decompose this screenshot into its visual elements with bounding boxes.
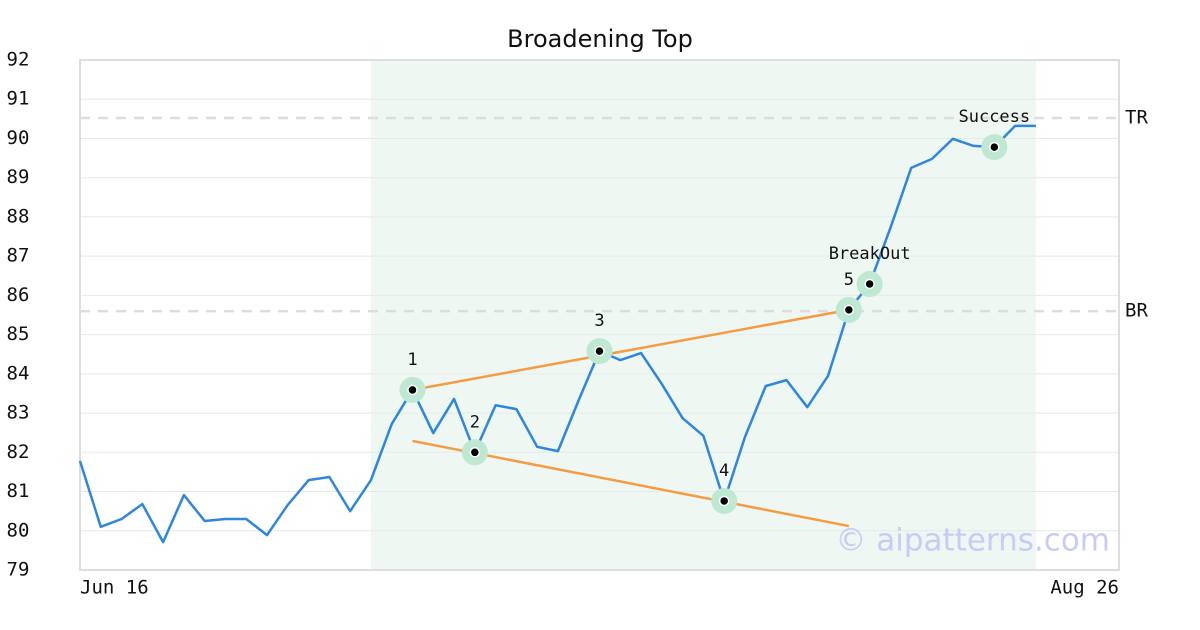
y-tick-label: 84: [7, 362, 30, 384]
pivot-dot: [469, 447, 481, 458]
pivot-dot: [718, 495, 730, 507]
y-tick-label: 86: [7, 284, 30, 306]
watermark: © aipatterns.com: [835, 523, 1110, 559]
y-tick-label: 88: [7, 205, 30, 227]
pivot-dot: [864, 278, 875, 290]
pivot-dot: [594, 345, 605, 357]
price-line: [78, 124, 1036, 544]
x-tick-label: Jun 16: [80, 577, 149, 599]
pivot-dot: [407, 384, 418, 396]
highlight-region: [370, 60, 1036, 570]
y-tick-label: 82: [7, 441, 30, 463]
y-tick-label: 92: [7, 49, 30, 71]
chart-title: Broadening Top: [507, 25, 693, 53]
x-tick-label: Aug 26: [1050, 577, 1119, 599]
pivot-dot: [843, 304, 855, 316]
y-tick-label: 83: [7, 402, 30, 424]
plot-frame: [79, 59, 1120, 571]
pivot-label: 2: [470, 412, 480, 432]
y-tick-label: 89: [7, 166, 30, 188]
pivot-label: 1: [407, 350, 417, 370]
y-tick-label: 79: [7, 559, 30, 581]
y-tick-label: 81: [7, 480, 30, 502]
pivot-label: BreakOut: [829, 244, 911, 264]
y-tick-label: 87: [7, 245, 30, 267]
y-tick-label: 85: [7, 323, 30, 345]
trend-line: [412, 308, 850, 392]
level-label: BR: [1125, 300, 1148, 322]
pivot-label: 5: [844, 270, 854, 290]
y-tick-label: 91: [7, 88, 30, 110]
pivot-label: 4: [719, 461, 729, 481]
y-tick-label: 80: [7, 519, 30, 541]
pivot-dot: [989, 141, 1000, 153]
pivot-label: 3: [594, 311, 604, 331]
pivot-label: Success: [958, 107, 1030, 127]
level-label: TR: [1125, 107, 1148, 129]
y-tick-label: 90: [7, 127, 30, 149]
